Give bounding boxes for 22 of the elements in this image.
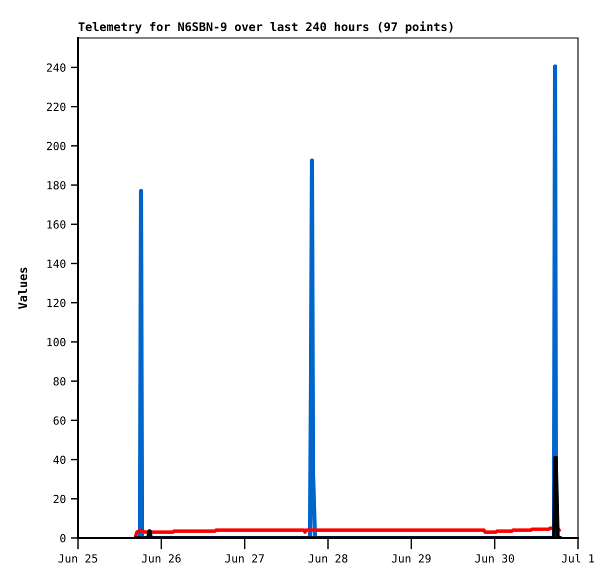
y-tick-label: 140 [47, 259, 66, 268]
x-tick-label: Jun 25 [58, 554, 98, 563]
y-tick-label: 20 [54, 494, 66, 504]
x-tick-label: Jul 1 [562, 554, 594, 563]
y-tick-label: 220 [46, 102, 66, 112]
y-tick-label: 200 [46, 142, 66, 150]
y-tick-label: 60 [54, 416, 66, 425]
y-tick-label: 80 [54, 377, 66, 386]
x-tick-label: Jun 26 [142, 554, 181, 563]
y-axis-title: Values [18, 268, 28, 309]
y-tick-label: 160 [47, 220, 66, 229]
x-tick-label: Jun 28 [308, 554, 348, 563]
y-tick-label: 180 [47, 181, 66, 190]
y-tick-label: 100 [47, 338, 66, 346]
chart-title: Telemetry for N6SBN-9 over last 240 hours (97 points) [78, 21, 452, 34]
y-tick-label: 240 [46, 63, 66, 72]
y-tick-label: 0 [60, 534, 66, 542]
y-tick-label: 120 [47, 298, 66, 308]
y-tick-label: 40 [53, 456, 66, 464]
x-tick-label: Jun 27 [225, 554, 264, 563]
x-tick-label: Jun 30 [475, 554, 514, 563]
x-tick-label: Jun 29 [392, 554, 431, 563]
